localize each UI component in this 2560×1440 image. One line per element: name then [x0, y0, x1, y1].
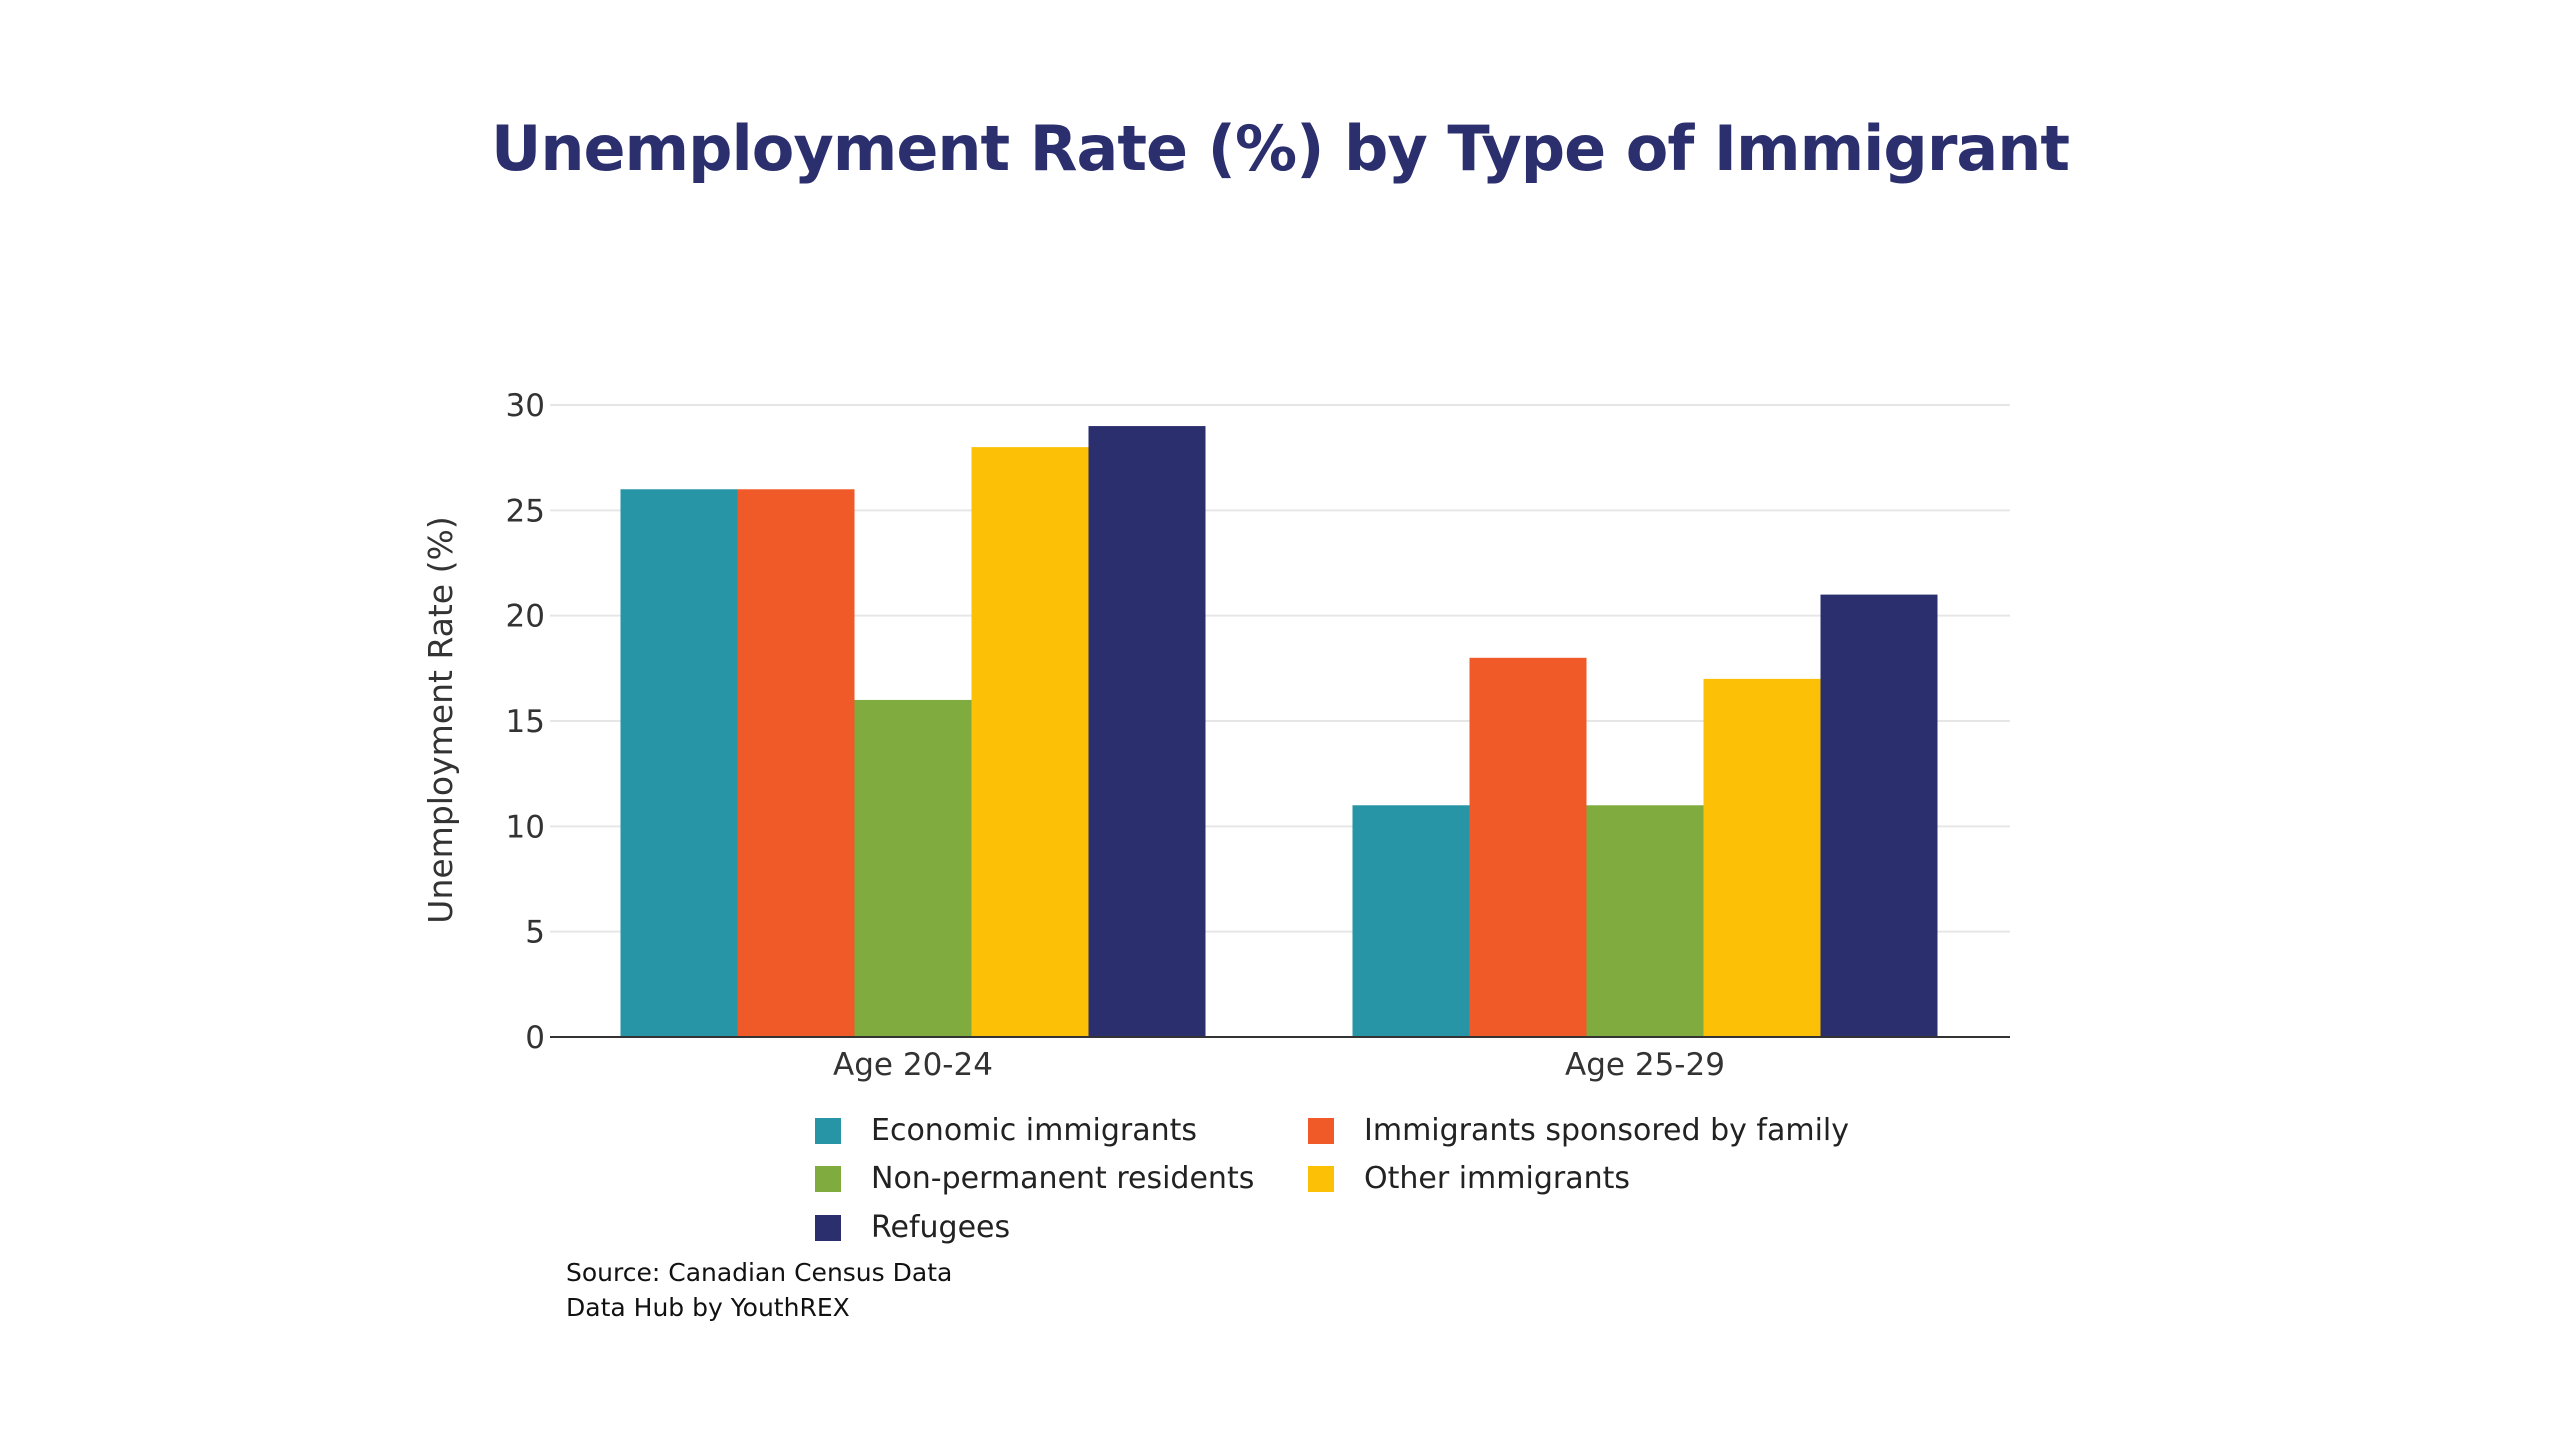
- y-tick-label: 15: [506, 704, 545, 740]
- y-tick-label: 20: [506, 599, 545, 635]
- legend-label: Other immigrants: [1364, 1161, 1631, 1196]
- y-axis-title: Unemployment Rate (%): [421, 516, 460, 923]
- legend-swatch: [815, 1165, 841, 1192]
- bar: [1703, 678, 1821, 1037]
- legend-label: Immigrants sponsored by family: [1364, 1113, 1849, 1148]
- bar: [1469, 657, 1587, 1037]
- bar: [620, 489, 738, 1037]
- legend-item: Economic immigrants: [815, 1113, 1197, 1148]
- legend-swatch: [815, 1117, 841, 1144]
- y-tick-label: 10: [506, 809, 545, 845]
- y-tick-label: 25: [506, 493, 545, 529]
- bar: [737, 489, 855, 1037]
- bar: [1088, 426, 1206, 1038]
- legend-item: Non-permanent residents: [815, 1161, 1254, 1196]
- legend-item: Refugees: [815, 1210, 1010, 1245]
- legend-swatch: [1308, 1165, 1334, 1192]
- source-line-1: Source: Canadian Census Data: [566, 1258, 953, 1287]
- bars: [620, 426, 1938, 1038]
- x-category-label: Age 20-24: [833, 1047, 993, 1083]
- bar: [1586, 805, 1704, 1037]
- y-tick-label: 30: [506, 388, 545, 424]
- bar: [1820, 594, 1938, 1037]
- bar: [854, 699, 972, 1037]
- x-category-label: Age 25-29: [1565, 1047, 1725, 1083]
- bar: [1352, 805, 1470, 1037]
- y-tick-label: 0: [525, 1020, 545, 1056]
- legend-item: Other immigrants: [1308, 1161, 1630, 1196]
- legend-label: Refugees: [871, 1210, 1011, 1245]
- legend-label: Non-permanent residents: [871, 1161, 1255, 1196]
- source-line-2: Data Hub by YouthREX: [566, 1293, 850, 1322]
- legend-swatch: [815, 1214, 841, 1241]
- legend-swatch: [1308, 1117, 1334, 1144]
- bar: [971, 447, 1089, 1038]
- legend-label: Economic immigrants: [871, 1113, 1198, 1148]
- legend-item: Immigrants sponsored by family: [1308, 1113, 1849, 1148]
- y-tick-label: 5: [525, 915, 545, 951]
- axes: 0 5 10 15 20 25 30 Age 20-24 Age 25-29 Unemployme…: [421, 388, 2010, 1083]
- chart-title: Unemployment Rate (%) by Type of Immigra…: [490, 112, 2070, 185]
